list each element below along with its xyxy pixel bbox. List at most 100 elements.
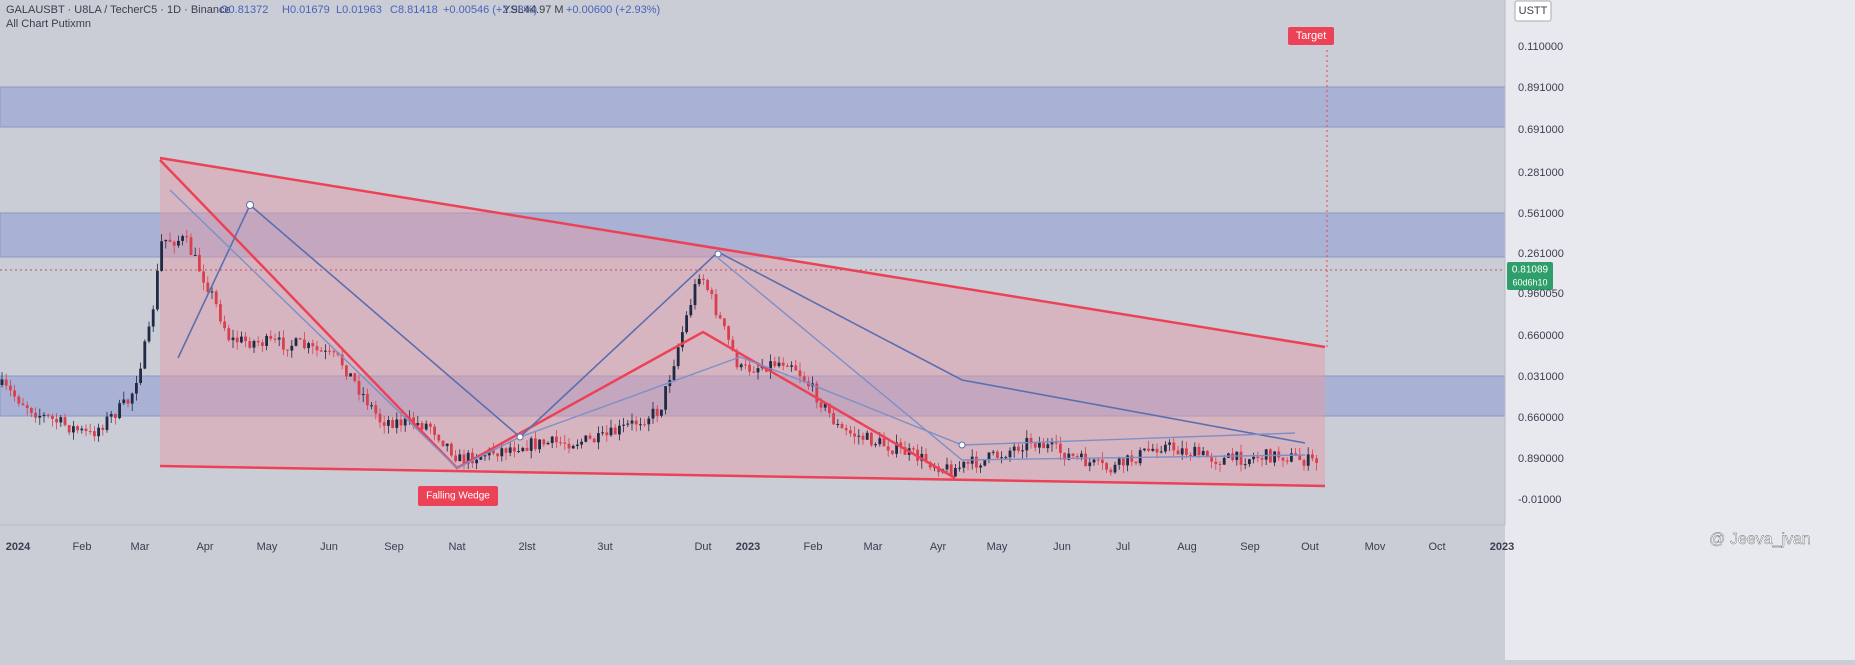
candle-body [286,349,289,351]
candle-body [1096,459,1100,461]
candle-body [1218,463,1222,465]
candle-body [546,442,550,445]
candle-body [496,453,499,457]
time-tick-label: Dut [694,541,711,553]
volume: YSL44.97 M [503,4,564,16]
candle-body [122,399,126,404]
candle-body [555,436,558,443]
candle-body [403,418,407,426]
candle-body [202,271,205,283]
candle-body [307,343,310,349]
price-tick-label: 0.281000 [1518,167,1564,179]
candle-body [1101,459,1104,464]
candle-body [647,418,651,425]
candle-body [391,419,394,428]
candle-body [1038,442,1041,448]
candle-body [261,342,264,346]
candle-body [844,428,848,431]
candle-body [1189,454,1192,457]
candle-body [168,239,172,242]
candle-body [832,413,835,425]
candle-body [357,380,361,395]
candle-body [538,439,541,450]
candle-body [311,343,315,347]
high: H0.01679 [282,4,330,16]
candle-body [252,340,256,348]
candle-body [1109,469,1113,473]
trend-line [177,203,1306,444]
candle-body [290,345,294,351]
candle-body [30,407,33,413]
candle-body [1201,450,1205,455]
candle-body [84,428,88,432]
price-tick-label: 0.660000 [1518,330,1564,342]
candle-body [748,364,751,372]
candle-body [114,414,117,419]
price-tick-label: 0.891000 [1518,82,1564,94]
candle-body [689,305,693,316]
candle-body [80,428,84,431]
candle-body [235,337,239,343]
candle-body [143,341,147,369]
candle-body [559,442,562,444]
candle-body [592,438,596,443]
currency-box[interactable] [1514,0,1552,22]
trend-line [717,257,1306,461]
time-tick-label: 2023 [736,541,760,553]
candle-body [454,455,457,462]
time-tick-label: May [987,541,1008,553]
symbol: GALAUSBT · U8LA / TecherC5 · 1D · Binanc… [6,4,231,16]
candle-body [823,403,827,408]
candle-body [739,364,743,368]
candle-body [450,443,453,456]
candle-body [1285,460,1289,462]
candle-body [1180,448,1184,455]
candle-body [1117,458,1121,465]
candle-body [416,422,420,426]
candle-body [513,447,516,452]
time-tick-label: 2023 [1490,541,1514,553]
candle-body [996,451,999,458]
candle-body [1000,457,1003,459]
candle-body [374,405,378,414]
candle-body [500,448,504,457]
candle-body [1164,444,1167,452]
anchor [714,250,722,258]
candle-body [1155,448,1159,453]
candle-body [189,237,193,255]
candle-body [1021,450,1024,452]
time-tick-label: Out [1301,541,1319,553]
candle-body [353,373,357,381]
candle-body [857,435,861,437]
watermark: @ Jeeva_jvan [1709,531,1811,548]
candle-body [437,434,441,441]
candle-body [269,335,273,339]
candle-body [798,370,802,377]
candle-body [345,365,348,377]
candle-body [1277,451,1281,458]
candle-body [777,362,781,367]
candle-body [63,417,67,426]
price-tick-label: 0.031000 [1518,371,1564,383]
candle-body [954,468,957,477]
candle-body [101,427,105,430]
candle-body [1185,448,1188,455]
candle-body [836,423,840,425]
candle-body [1105,463,1108,470]
candle-body [731,339,735,351]
zone [0,86,1506,128]
candle-body [991,451,995,453]
price-badge: 0.81089 [1512,265,1549,276]
candle-body [1063,452,1066,460]
candle-body [886,446,890,451]
candle-body [206,282,210,292]
candle-body [1080,453,1083,458]
candle-body [639,424,642,426]
candle-body [340,354,344,366]
candle-body [588,435,592,439]
candle-body [441,440,445,447]
candle-body [1290,453,1293,462]
candle-body [882,438,886,447]
candle-body [151,309,155,327]
candle-body [475,459,478,464]
